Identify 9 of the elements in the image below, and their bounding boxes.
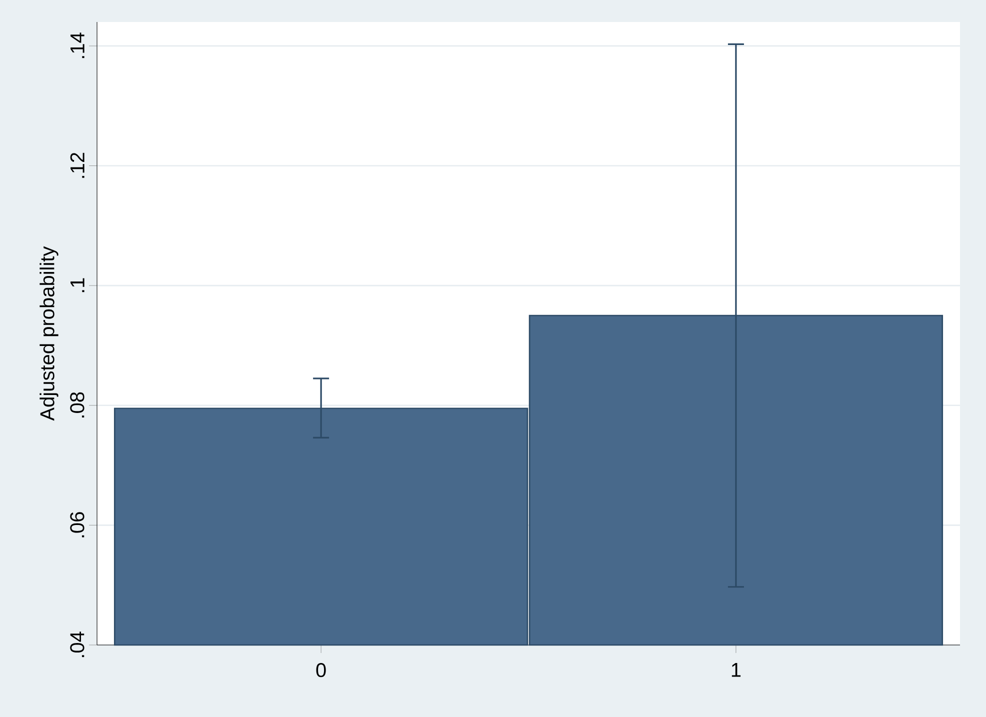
y-tick-label: .04	[70, 632, 84, 658]
y-tick-label: .08	[70, 392, 84, 418]
y-tick-label: .1	[70, 278, 84, 292]
y-tick-label: .12	[70, 152, 84, 178]
x-tick-label: 1	[732, 663, 741, 677]
y-tick-label: .14	[70, 32, 84, 58]
x-tick-label: 0	[316, 663, 326, 678]
y-axis-title: Adjusted probability	[40, 246, 58, 421]
y-tick-label: .06	[70, 512, 84, 538]
